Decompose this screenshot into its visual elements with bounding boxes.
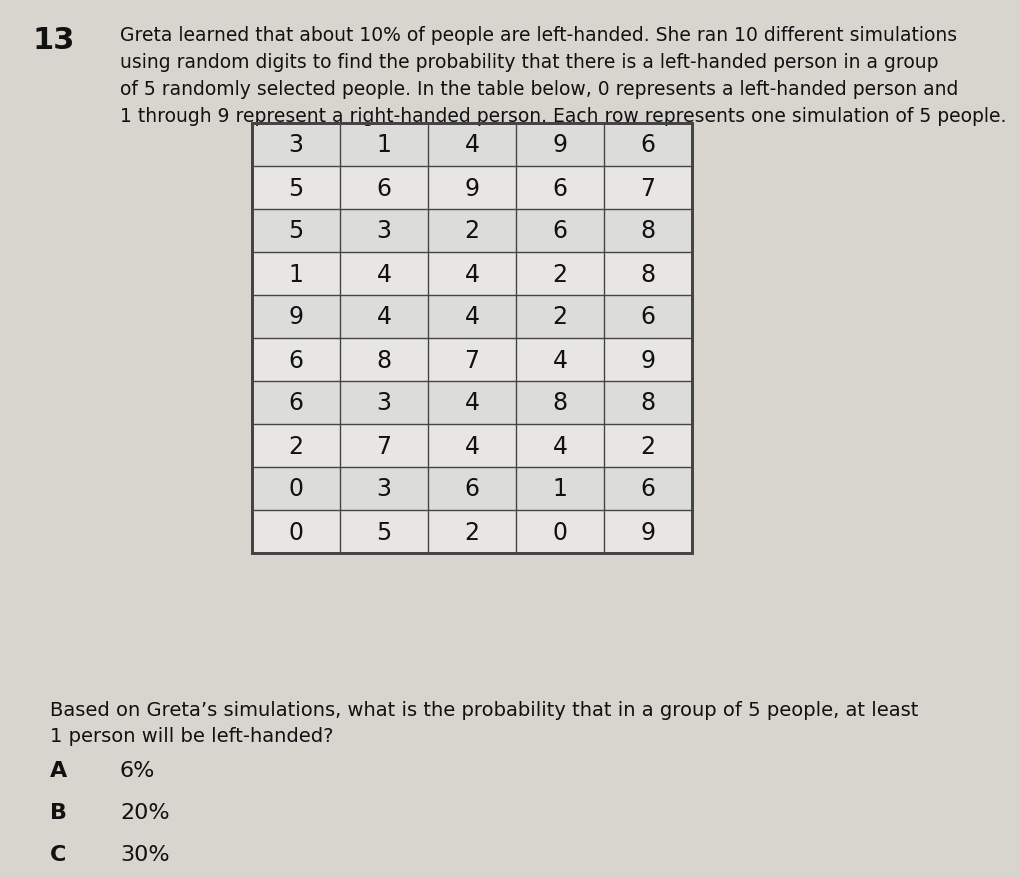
Bar [252,124,692,167]
Text: 4: 4 [376,306,391,329]
Text: 6: 6 [552,176,568,200]
Text: 6%: 6% [120,760,155,781]
Text: of 5 randomly selected people. In the table below, 0 represents a left-handed pe: of 5 randomly selected people. In the ta… [120,80,959,99]
Bar [252,467,692,510]
Text: using random digits to find the probability that there is a left-handed person i: using random digits to find the probabil… [120,53,938,72]
Text: 1 person will be left-handed?: 1 person will be left-handed? [50,726,333,745]
Text: 9: 9 [641,520,655,543]
Text: 5: 5 [376,520,391,543]
Text: 2: 2 [288,434,304,458]
Bar [252,425,692,467]
Text: 4: 4 [465,306,480,329]
Text: 2: 2 [641,434,655,458]
Text: 1: 1 [552,477,568,501]
Text: 8: 8 [640,391,655,415]
Text: 6: 6 [288,391,304,415]
Text: 4: 4 [465,391,480,415]
Text: 6: 6 [552,220,568,243]
Text: 4: 4 [465,263,480,286]
Text: 7: 7 [465,348,480,372]
Text: 2: 2 [465,520,480,543]
Text: 13: 13 [32,26,74,55]
Text: 4: 4 [552,434,568,458]
Text: 2: 2 [552,263,568,286]
Text: 6: 6 [465,477,480,501]
Text: 6: 6 [376,176,391,200]
Text: 4: 4 [376,263,391,286]
Text: 6: 6 [641,477,655,501]
Text: Greta learned that about 10% of people are left-handed. She ran 10 different sim: Greta learned that about 10% of people a… [120,26,957,45]
Text: 5: 5 [288,176,304,200]
Text: 8: 8 [376,348,391,372]
Text: C: C [50,844,66,864]
Bar [252,124,692,553]
Text: 5: 5 [288,220,304,243]
Text: 4: 4 [465,434,480,458]
Bar [252,296,692,339]
Text: Based on Greta’s simulations, what is the probability that in a group of 5 peopl: Based on Greta’s simulations, what is th… [50,700,918,719]
Bar [252,167,692,210]
Bar [252,339,692,382]
Text: 3: 3 [288,133,304,157]
Text: 4: 4 [465,133,480,157]
Bar [252,253,692,296]
Text: 9: 9 [288,306,304,329]
Text: 9: 9 [552,133,568,157]
Bar [252,210,692,253]
Text: 8: 8 [552,391,568,415]
Text: 8: 8 [640,263,655,286]
Text: 3: 3 [376,477,391,501]
Text: 8: 8 [640,220,655,243]
Text: 9: 9 [641,348,655,372]
Text: 2: 2 [552,306,568,329]
Text: 1 through 9 represent a right-handed person. Each row represents one simulation : 1 through 9 represent a right-handed per… [120,107,1007,126]
Text: 7: 7 [376,434,391,458]
Bar [252,510,692,553]
Text: 6: 6 [641,306,655,329]
Text: 9: 9 [465,176,480,200]
Text: 1: 1 [377,133,391,157]
Text: 3: 3 [376,391,391,415]
Text: 6: 6 [641,133,655,157]
Text: 4: 4 [552,348,568,372]
Text: A: A [50,760,67,781]
Text: B: B [50,802,67,822]
Text: 1: 1 [288,263,304,286]
Bar [252,382,692,425]
Text: 20%: 20% [120,802,169,822]
Text: 0: 0 [288,520,304,543]
Text: 3: 3 [376,220,391,243]
Text: 0: 0 [288,477,304,501]
Text: 6: 6 [288,348,304,372]
Text: 30%: 30% [120,844,169,864]
Text: 2: 2 [465,220,480,243]
Text: 0: 0 [552,520,568,543]
Text: 7: 7 [641,176,655,200]
